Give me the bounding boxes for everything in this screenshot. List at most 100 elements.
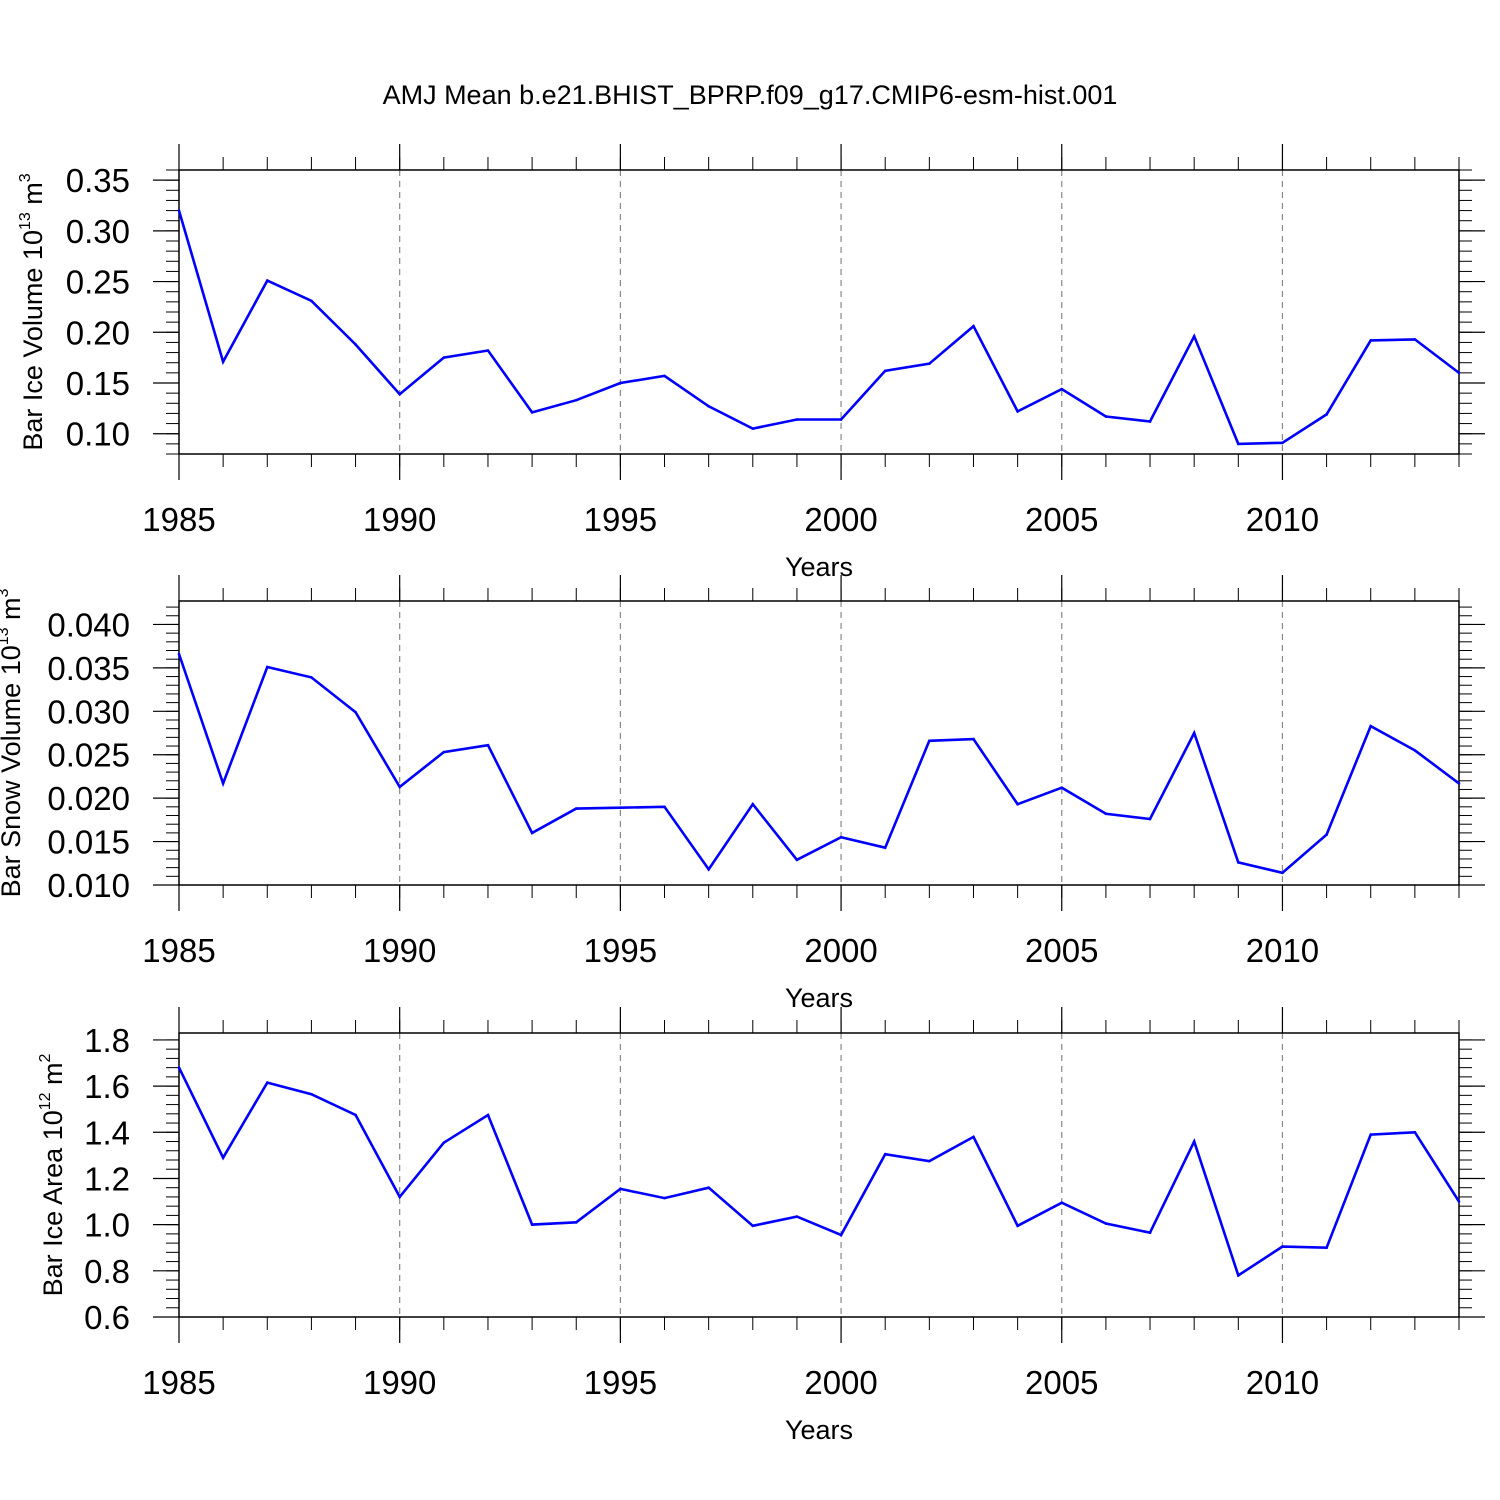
x-axis-label: Years [785,1415,853,1445]
data-point [442,356,446,359]
data-point [619,1187,622,1191]
data-point [310,299,313,303]
data-point [486,1113,490,1117]
data-point [177,652,181,656]
data-point [839,418,843,421]
data-point [398,785,401,789]
data-point [486,743,490,747]
y-tick-label: 0.020 [47,780,130,817]
data-point [795,1215,799,1218]
y-tick-label: 0.6 [84,1299,130,1336]
x-tick-label: 1990 [363,1364,436,1401]
y-axis-label: Bar Ice Volume 1013 m3 [17,173,48,450]
data-point [1369,1133,1373,1136]
data-point [1237,861,1240,864]
data-point [1060,387,1064,391]
y-tick-label: 1.0 [84,1207,130,1244]
data-point [972,324,975,328]
data-point [1237,442,1240,446]
x-tick-label: 2000 [804,501,877,538]
x-tick-label: 1995 [584,501,657,538]
data-point [574,398,578,402]
data-point [1148,1231,1152,1235]
plot-frame [178,169,1460,455]
panel-2: 1985 1990 1995 2000 2005 2010 0.010 0.015 0.020 0… [0,575,1485,1013]
data-point [1281,441,1284,445]
data-point [1325,413,1328,416]
data-point [1457,782,1461,785]
data-point [398,392,401,396]
data-point [530,1223,534,1226]
data-point [972,737,975,741]
data-point [265,279,269,282]
data-point [1060,1201,1064,1205]
x-tick-label: 2005 [1025,1364,1098,1401]
y-tick-label: 1.6 [84,1068,130,1105]
x-tick-label: 2000 [804,1364,877,1401]
data-point [839,835,843,839]
data-point [1325,833,1328,836]
x-axis-label: Years [785,983,853,1013]
data-point [486,349,490,352]
x-tick-label: 2005 [1025,501,1098,538]
y-tick-label: 0.025 [47,737,130,774]
data-point [442,750,446,754]
data-point [1281,871,1284,875]
x-tick-label: 1985 [142,501,215,538]
data-point [1413,749,1417,752]
data-point [398,1195,401,1199]
data-point [883,369,887,373]
data-point [619,381,622,385]
panel-1: 1985 1990 1995 2000 2005 2010 0.10 0.15 0.20 0.25… [17,144,1485,582]
y-axis-label: Bar Ice Area 1012 m2 [37,1053,68,1296]
data-point [1016,1224,1019,1228]
data-point [751,427,755,430]
x-tick-label: 1995 [584,932,657,969]
data-point [972,1135,975,1139]
data-point [1192,335,1196,338]
data-point [221,1156,225,1159]
data-point [1457,371,1461,375]
y-tick-label: 0.035 [47,650,130,687]
y-tick-label: 0.010 [47,867,130,904]
plot-frame [178,600,1460,886]
y-tick-label: 0.030 [47,693,130,730]
x-axis-label: Years [785,552,853,582]
data-point [530,411,534,414]
series-line [177,1067,1461,1278]
data-point [1413,338,1417,341]
data-point [1192,1140,1196,1143]
data-point [1369,724,1373,728]
x-tick-label: 1990 [363,932,436,969]
data-point [1060,786,1064,790]
y-tick-label: 0.25 [66,264,130,301]
data-point [177,1066,181,1069]
x-tick-label: 1985 [142,932,215,969]
y-tick-label: 0.10 [66,416,130,453]
data-point [177,209,181,212]
x-tick-label: 1995 [584,1364,657,1401]
data-point [574,1221,578,1224]
data-point [574,807,578,810]
data-point [265,665,269,669]
data-point [1148,817,1152,821]
chart-title: AMJ Mean b.e21.BHIST_BPRP.f09_g17.CMIP6-… [382,80,1118,110]
x-tick-label: 1990 [363,501,436,538]
y-tick-label: 1.8 [84,1022,130,1059]
data-point [707,868,710,871]
y-tick-label: 0.20 [66,314,130,351]
data-point [883,846,887,849]
data-point [1016,802,1019,806]
data-point [707,1186,710,1189]
plot-frame [178,1032,1460,1318]
data-point [883,1152,887,1156]
data-point [1457,1200,1461,1203]
data-point [928,362,931,366]
x-tick-label: 2010 [1246,932,1319,969]
x-tick-label: 1985 [142,1364,215,1401]
y-tick-label: 1.4 [84,1114,130,1151]
data-point [751,802,755,806]
x-tick-label: 2000 [804,932,877,969]
data-point [354,343,357,346]
